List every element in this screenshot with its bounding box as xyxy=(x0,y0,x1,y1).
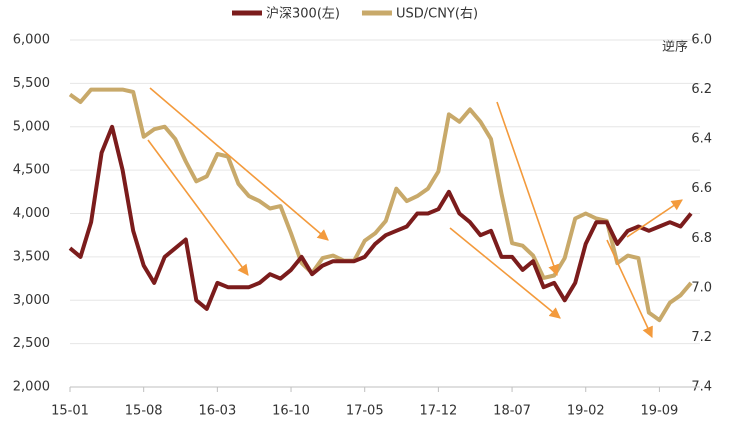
x-tick-label: 17-05 xyxy=(346,404,384,419)
series-line xyxy=(68,124,693,311)
x-tick-label: 16-10 xyxy=(272,404,310,419)
y2-tick-label: 6.8 xyxy=(691,231,712,246)
arrow xyxy=(606,239,653,339)
y-tick-label: 5,000 xyxy=(13,119,50,134)
x-tick-label: 19-09 xyxy=(641,404,679,419)
x-tick-label: 18-07 xyxy=(493,404,531,419)
x-tick-label: 15-01 xyxy=(51,404,89,419)
arrow xyxy=(147,139,249,276)
y-tick-label: 4,500 xyxy=(13,163,50,178)
y2-tick-label: 6.6 xyxy=(691,181,712,196)
x-tick-label: 19-02 xyxy=(567,404,605,419)
y2-tick-label: 7.4 xyxy=(691,380,712,395)
x-tick-label: 17-12 xyxy=(419,404,457,419)
x-tick-label: 15-08 xyxy=(125,404,163,419)
trend-arrows xyxy=(147,87,683,339)
x-tick-label: 16-03 xyxy=(198,404,236,419)
y2-tick-label: 6.4 xyxy=(691,132,712,147)
y-tick-label: 2,000 xyxy=(13,380,50,395)
y-tick-label: 4,000 xyxy=(13,206,50,221)
y-tick-label: 6,000 xyxy=(13,33,50,48)
legend-label: USD/CNY(右) xyxy=(396,7,478,22)
y-tick-label: 2,500 xyxy=(13,336,50,351)
series-line xyxy=(68,87,693,323)
y-tick-label: 3,500 xyxy=(13,249,50,264)
arrow xyxy=(496,101,559,277)
arrow xyxy=(626,199,683,238)
y2-tick-label: 7.0 xyxy=(691,280,712,295)
arrow xyxy=(449,227,561,319)
legend-label: 沪深300(左) xyxy=(266,6,340,22)
y-tick-label: 3,000 xyxy=(13,293,50,308)
y-tick-label: 5,500 xyxy=(13,76,50,91)
arrow xyxy=(149,87,329,241)
y2-tick-label: 6.2 xyxy=(691,82,712,97)
y2-tick-label: 7.2 xyxy=(691,330,712,345)
y2-tick-label: 6.0 xyxy=(691,33,712,48)
y2-annotation: 逆序 xyxy=(662,39,688,55)
